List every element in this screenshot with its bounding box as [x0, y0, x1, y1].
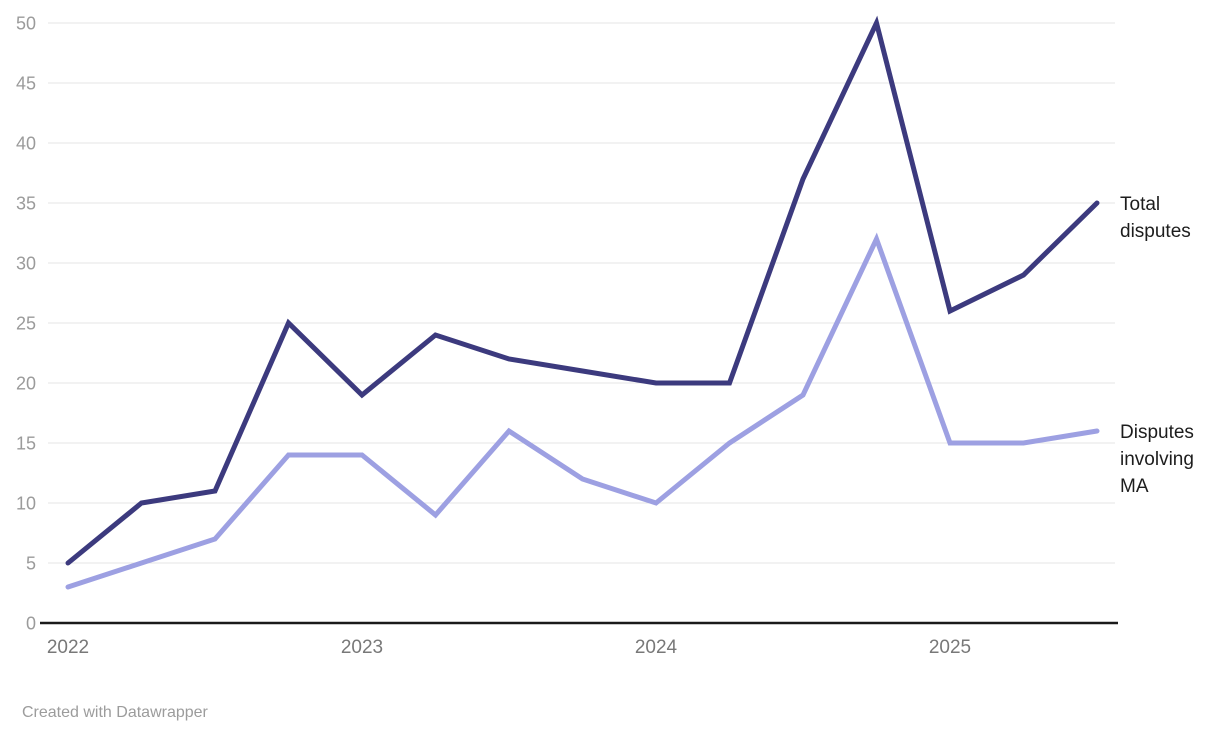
attribution: Created with Datawrapper	[22, 704, 208, 721]
series-label-disputes-involving-ma: MA	[1120, 476, 1149, 497]
y-axis-tick-label: 50	[16, 14, 36, 34]
series-label-total-disputes: disputes	[1120, 221, 1191, 242]
series-line-disputes-involving-ma	[65, 232, 1100, 590]
y-axis-tick-label: 20	[16, 374, 36, 394]
x-axis-tick-label: 2022	[47, 637, 89, 658]
x-axis-tick-label: 2025	[929, 637, 971, 658]
y-axis-tick-label: 45	[16, 74, 36, 94]
y-axis-tick-label: 40	[16, 134, 36, 154]
y-axis-tick-label: 0	[26, 614, 36, 634]
y-axis-tick-label: 25	[16, 314, 36, 334]
series-label-total-disputes: Total	[1120, 194, 1160, 215]
y-axis-tick-label: 5	[26, 554, 36, 574]
series-line-total-disputes	[65, 15, 1100, 566]
x-axis-tick-label: 2023	[341, 637, 383, 658]
series-label-disputes-involving-ma: Disputes	[1120, 422, 1194, 443]
series-label-disputes-involving-ma: involving	[1120, 449, 1194, 470]
y-axis-tick-label: 35	[16, 194, 36, 214]
y-axis-tick-label: 30	[16, 254, 36, 274]
y-axis-tick-label: 15	[16, 434, 36, 454]
x-axis-tick-label: 2024	[635, 637, 678, 658]
y-axis-tick-label: 10	[16, 494, 36, 514]
